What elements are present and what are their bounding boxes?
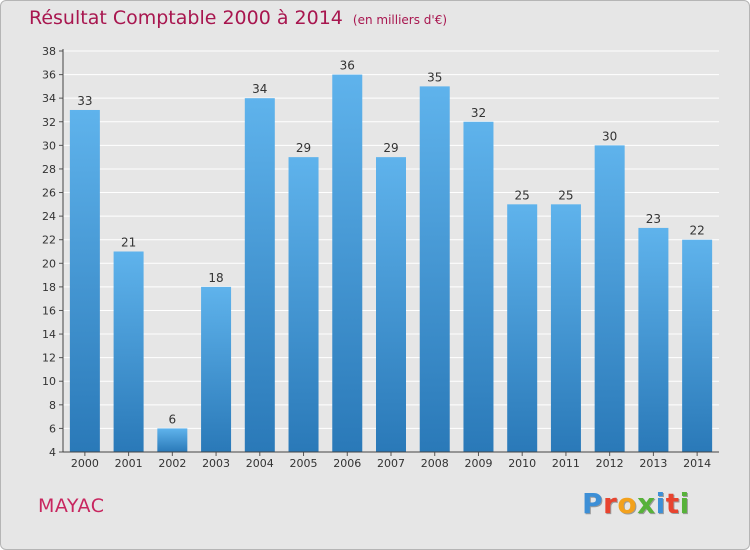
value-labels: 33 21 6 18 34 29 36 29 35 32 25 25 30 23 22 <box>77 59 705 427</box>
y-tick-label: 24 <box>42 210 56 223</box>
bars <box>69 74 713 453</box>
value-label: 22 <box>689 224 704 238</box>
bar-2012 <box>594 145 625 452</box>
y-tick-label: 10 <box>42 375 56 388</box>
y-tick-label: 14 <box>42 328 56 341</box>
bar-2006 <box>332 74 363 453</box>
value-label: 30 <box>602 129 617 143</box>
bar-2010 <box>507 204 538 452</box>
value-label: 36 <box>340 59 355 73</box>
title-text: Résultat Comptable 2000 à 2014 <box>29 7 343 29</box>
x-tick-label: 2002 <box>158 457 186 470</box>
y-tick-label: 16 <box>42 304 56 317</box>
y-tick-label: 30 <box>42 139 56 152</box>
y-axis-ticks: 4 6 8 10 12 14 16 18 20 22 24 26 28 30 32 34 36 38 <box>42 45 63 459</box>
value-label: 6 <box>169 412 177 426</box>
proxiti-logo[interactable]: Proxiti <box>582 487 690 520</box>
y-tick-label: 38 <box>42 45 56 58</box>
logo-letter: r <box>603 487 618 520</box>
bar-2003 <box>201 286 232 452</box>
y-tick-label: 4 <box>49 446 56 459</box>
x-tick-label: 2001 <box>115 457 143 470</box>
bar-2008 <box>419 86 450 452</box>
y-tick-label: 22 <box>42 234 56 247</box>
value-label: 18 <box>208 271 223 285</box>
bar-2009 <box>463 121 494 452</box>
bar-2000 <box>69 109 100 453</box>
x-tick-label: 2014 <box>683 457 711 470</box>
x-tick-label: 2005 <box>290 457 318 470</box>
y-tick-label: 8 <box>49 399 56 412</box>
value-label: 35 <box>427 70 442 84</box>
title-unit: (en milliers d'€) <box>352 13 448 27</box>
logo-letter: P <box>582 487 604 520</box>
y-tick-label: 32 <box>42 116 56 129</box>
y-tick-label: 34 <box>42 92 56 105</box>
bar-2001 <box>113 251 144 452</box>
x-tick-label: 2006 <box>333 457 361 470</box>
x-tick-label: 2012 <box>596 457 624 470</box>
value-label: 25 <box>515 188 530 202</box>
logo-letter: x <box>637 487 656 520</box>
y-tick-label: 18 <box>42 281 56 294</box>
x-axis-ticks: 2000 2001 2002 2003 2004 2005 2006 2007 2008 2009… <box>71 452 711 470</box>
y-tick-label: 26 <box>42 187 56 200</box>
bar-2004 <box>244 98 275 453</box>
x-tick-label: 2003 <box>202 457 230 470</box>
axes <box>62 49 719 453</box>
bar-2011 <box>550 204 581 452</box>
value-label: 33 <box>77 94 92 108</box>
logo-letter: i <box>679 487 690 520</box>
x-tick-label: 2008 <box>421 457 449 470</box>
bar-2005 <box>288 157 319 452</box>
value-label: 21 <box>121 236 136 250</box>
chart-title: Résultat Comptable 2000 à 2014 (en millie… <box>29 7 447 29</box>
y-tick-label: 36 <box>42 69 56 82</box>
value-label: 23 <box>646 212 661 226</box>
place-name: MAYAC <box>38 495 105 517</box>
logo-letter: i <box>655 487 666 520</box>
logo-letter: t <box>665 487 680 520</box>
x-tick-label: 2013 <box>639 457 667 470</box>
y-tick-label: 6 <box>49 422 56 435</box>
bar-2013 <box>638 227 669 452</box>
bar-2014 <box>682 239 713 452</box>
x-tick-label: 2010 <box>508 457 536 470</box>
bar-2002 <box>157 428 188 452</box>
logo-letter: o <box>617 487 638 520</box>
y-tick-label: 12 <box>42 352 56 365</box>
value-label: 32 <box>471 106 486 120</box>
bar-2007 <box>376 157 406 452</box>
value-label: 34 <box>252 82 267 96</box>
x-tick-label: 2000 <box>71 457 99 470</box>
x-tick-label: 2004 <box>246 457 274 470</box>
value-label: 29 <box>383 141 398 155</box>
value-label: 25 <box>558 188 573 202</box>
x-tick-label: 2007 <box>377 457 405 470</box>
value-label: 29 <box>296 141 311 155</box>
y-tick-label: 28 <box>42 163 56 176</box>
y-tick-label: 20 <box>42 257 56 270</box>
x-tick-label: 2009 <box>464 457 492 470</box>
x-tick-label: 2011 <box>552 457 580 470</box>
